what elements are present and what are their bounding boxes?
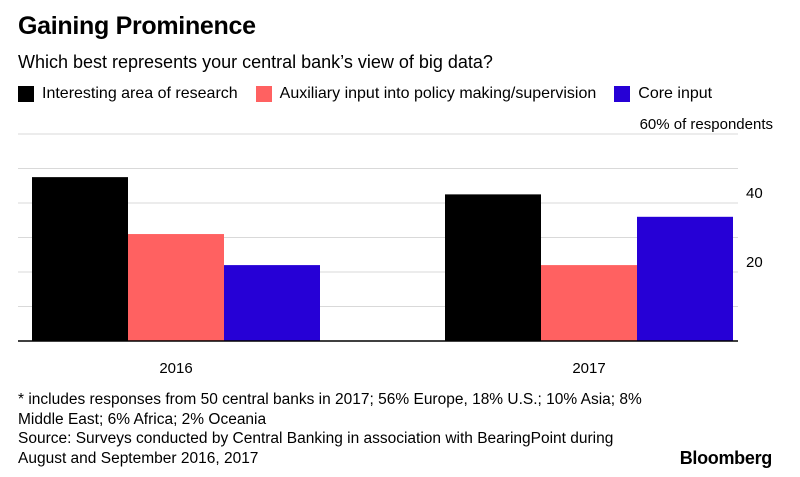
- y-tick-label-40: 40: [746, 185, 763, 202]
- legend-swatch-core: [614, 86, 631, 102]
- bar-2016-series-1: [128, 234, 224, 341]
- bar-2017-series-0: [445, 194, 541, 341]
- legend-label-core: Core input: [638, 85, 713, 102]
- legend: Interesting area of research Auxiliary i…: [18, 85, 730, 103]
- bar-chart: 2016 2017 20 40 60% of respondents: [18, 116, 773, 377]
- chart-title: Gaining Prominence: [18, 12, 256, 40]
- chart-subtitle: Which best represents your central bank’…: [18, 52, 493, 72]
- x-tick-label-2017: 2017: [572, 360, 605, 377]
- bloomberg-logo: Bloomberg: [679, 448, 773, 468]
- bar-2016-series-2: [224, 265, 320, 341]
- footnote-note: * includes responses from 50 central ban…: [18, 391, 642, 428]
- legend-item-research: Interesting area of research: [18, 85, 238, 103]
- x-tick-label-2016: 2016: [159, 360, 192, 377]
- bar-2017-series-1: [541, 265, 637, 341]
- legend-label-research: Interesting area of research: [42, 85, 238, 102]
- legend-label-auxiliary: Auxiliary input into policy making/super…: [279, 85, 597, 102]
- legend-swatch-research: [18, 86, 34, 102]
- bar-2016-series-0: [32, 177, 128, 341]
- legend-swatch-auxiliary: [255, 86, 272, 102]
- y-axis-top-label: 60% of respondents: [640, 116, 773, 133]
- legend-item-core: Core input: [614, 85, 712, 103]
- footnote: * includes responses from 50 central ban…: [18, 390, 658, 468]
- bar-2017-series-2: [637, 216, 733, 341]
- y-tick-label-20: 20: [746, 254, 763, 271]
- legend-item-auxiliary: Auxiliary input into policy making/super…: [255, 85, 597, 103]
- footnote-source: Source: Surveys conducted by Central Ban…: [18, 430, 614, 467]
